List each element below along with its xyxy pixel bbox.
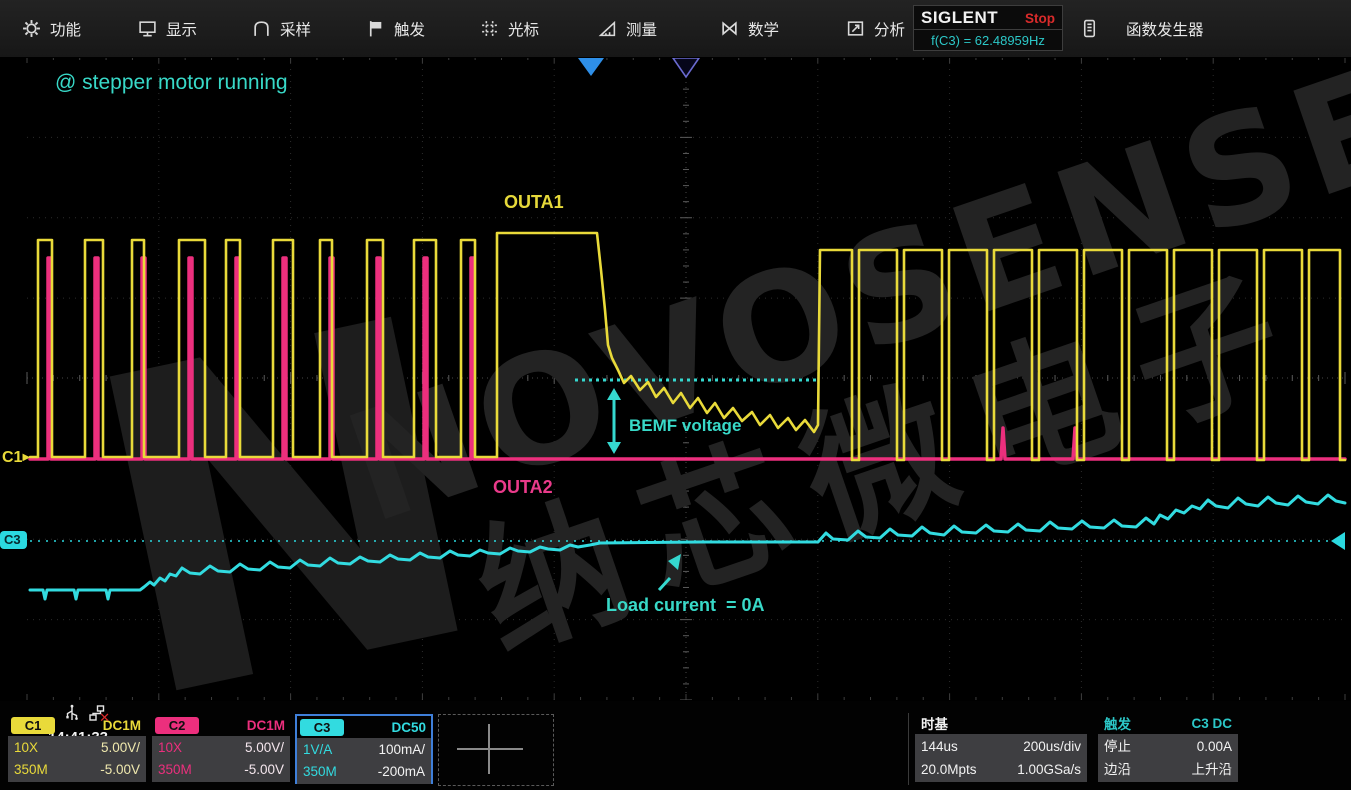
memory-depth: 20.0Mpts	[921, 762, 977, 777]
bottom-status-bar: C1 DC1M 10X 5.00V/ 350M -5.00V C2 DC1M 10X…	[0, 700, 1351, 790]
siglent-status-block[interactable]: SIGLENT Stop f(C3) = 62.48959Hz	[913, 5, 1063, 51]
marker-arrow-icon: ▶	[22, 452, 31, 463]
frequency-counter: f(C3) = 62.48959Hz	[914, 29, 1062, 51]
channel-box-c3[interactable]: C3 DC50 1V/A 100mA/ 350M -200mA	[295, 714, 433, 784]
menu-item-trigger[interactable]: 触发	[366, 0, 425, 57]
fgen-icon	[1080, 19, 1099, 38]
menu-item-analysis[interactable]: 分析	[846, 0, 905, 57]
menu-item-function-generator[interactable]: 函数发生器	[1080, 0, 1204, 57]
menu-label: 光标	[508, 21, 540, 39]
annotation-title: @ stepper motor running	[55, 71, 288, 94]
channel-tab-c3[interactable]: C3	[300, 718, 344, 736]
c2-offset: -5.00V	[244, 762, 284, 777]
timebase-scale: 200us/div	[1023, 739, 1081, 754]
trigger-box[interactable]: 触发 C3 DC 停止 0.00A 边沿 上升沿	[1098, 712, 1238, 782]
c3-bandwidth: 350M	[303, 764, 337, 779]
plus-icon	[457, 748, 523, 750]
math-icon	[720, 19, 739, 38]
analysis-icon	[846, 19, 865, 38]
trigger-mode: 停止	[1104, 739, 1131, 754]
menu-item-acquire[interactable]: 采样	[252, 0, 311, 57]
trigger-flag-icon	[366, 19, 385, 38]
annotation-load-current: Load current = 0A	[606, 595, 765, 615]
annotation-bemf-voltage: BEMF voltage	[629, 416, 742, 435]
channel-tab-c2[interactable]: C2	[155, 716, 199, 734]
lan-disconnected-icon: ✕	[99, 709, 110, 725]
menu-item-display[interactable]: 显示	[138, 0, 197, 57]
waveform-screen[interactable]: N NOVOSENSE 纳芯微电子 @ stepper motor running …	[0, 57, 1351, 700]
c2-bandwidth: 350M	[158, 762, 192, 777]
add-trace-box[interactable]	[438, 714, 554, 786]
gear-icon	[22, 19, 41, 38]
timebase-delay: 144us	[921, 739, 958, 754]
menu-label: 显示	[166, 21, 198, 39]
menu-label: 测量	[626, 21, 658, 39]
menu-label: 采样	[280, 21, 312, 39]
timebase-box[interactable]: 时基 144us 200us/div 20.0Mpts 1.00GSa/s	[915, 712, 1087, 782]
channel-box-c2[interactable]: C2 DC1M 10X 5.00V/ 350M -5.00V	[152, 714, 290, 784]
c3-attenuation: 1V/A	[303, 742, 333, 757]
menu-label: 数学	[748, 21, 780, 39]
menu-item-cursors[interactable]: 光标	[480, 0, 539, 57]
c1-attenuation: 10X	[14, 740, 39, 755]
channel1-position-marker[interactable]: C1▶	[2, 449, 31, 466]
trigger-source: C3 DC	[1191, 715, 1232, 731]
c2-coupling: DC1M	[246, 717, 285, 733]
annotation-outa1-label: OUTA1	[504, 192, 564, 212]
c1-bandwidth: 350M	[14, 762, 48, 777]
channel-tab-c1[interactable]: C1	[11, 716, 55, 734]
menu-item-utility[interactable]: 功能	[22, 0, 81, 57]
usb-icon	[64, 704, 80, 725]
c1-coupling: DC1M	[102, 717, 141, 733]
menu-item-math[interactable]: 数学	[720, 0, 779, 57]
timebase-title: 时基	[921, 717, 948, 732]
c3-scale: 100mA/	[378, 742, 425, 757]
channel-box-c1[interactable]: C1 DC1M 10X 5.00V/ 350M -5.00V	[8, 714, 146, 784]
menu-label: 功能	[50, 21, 82, 39]
c1-scale: 5.00V/	[100, 740, 140, 755]
measure-icon	[598, 19, 617, 38]
sample-rate: 1.00GSa/s	[1017, 762, 1081, 777]
trigger-level: 0.00A	[1196, 739, 1232, 754]
c3-coupling: DC50	[391, 719, 426, 735]
sampling-icon	[252, 19, 271, 38]
menu-label: 函数发生器	[1126, 21, 1204, 39]
cursor-icon	[480, 19, 499, 38]
channel3-position-marker[interactable]: C3	[0, 531, 27, 549]
trigger-type: 边沿	[1104, 762, 1131, 777]
trigger-slope: 上升沿	[1191, 762, 1233, 777]
siglent-logo: SIGLENT	[921, 8, 999, 27]
annotation-outa2-label: OUTA2	[493, 477, 553, 497]
menu-item-measure[interactable]: 测量	[598, 0, 657, 57]
lan-icon: ✕	[88, 704, 110, 725]
divider	[908, 713, 909, 785]
c2-scale: 5.00V/	[244, 740, 284, 755]
c3-offset: -200mA	[377, 764, 425, 779]
display-icon	[138, 19, 157, 38]
menu-label: 触发	[394, 21, 426, 39]
trigger-title: 触发	[1104, 717, 1131, 732]
c1-offset: -5.00V	[100, 762, 140, 777]
menu-label: 分析	[874, 21, 906, 39]
top-menu-bar: 功能 显示 采样 触发 光标 测量 数学 分析	[0, 0, 1351, 58]
acquisition-status: Stop	[1025, 10, 1055, 26]
plus-icon	[488, 724, 490, 774]
c2-attenuation: 10X	[158, 740, 183, 755]
